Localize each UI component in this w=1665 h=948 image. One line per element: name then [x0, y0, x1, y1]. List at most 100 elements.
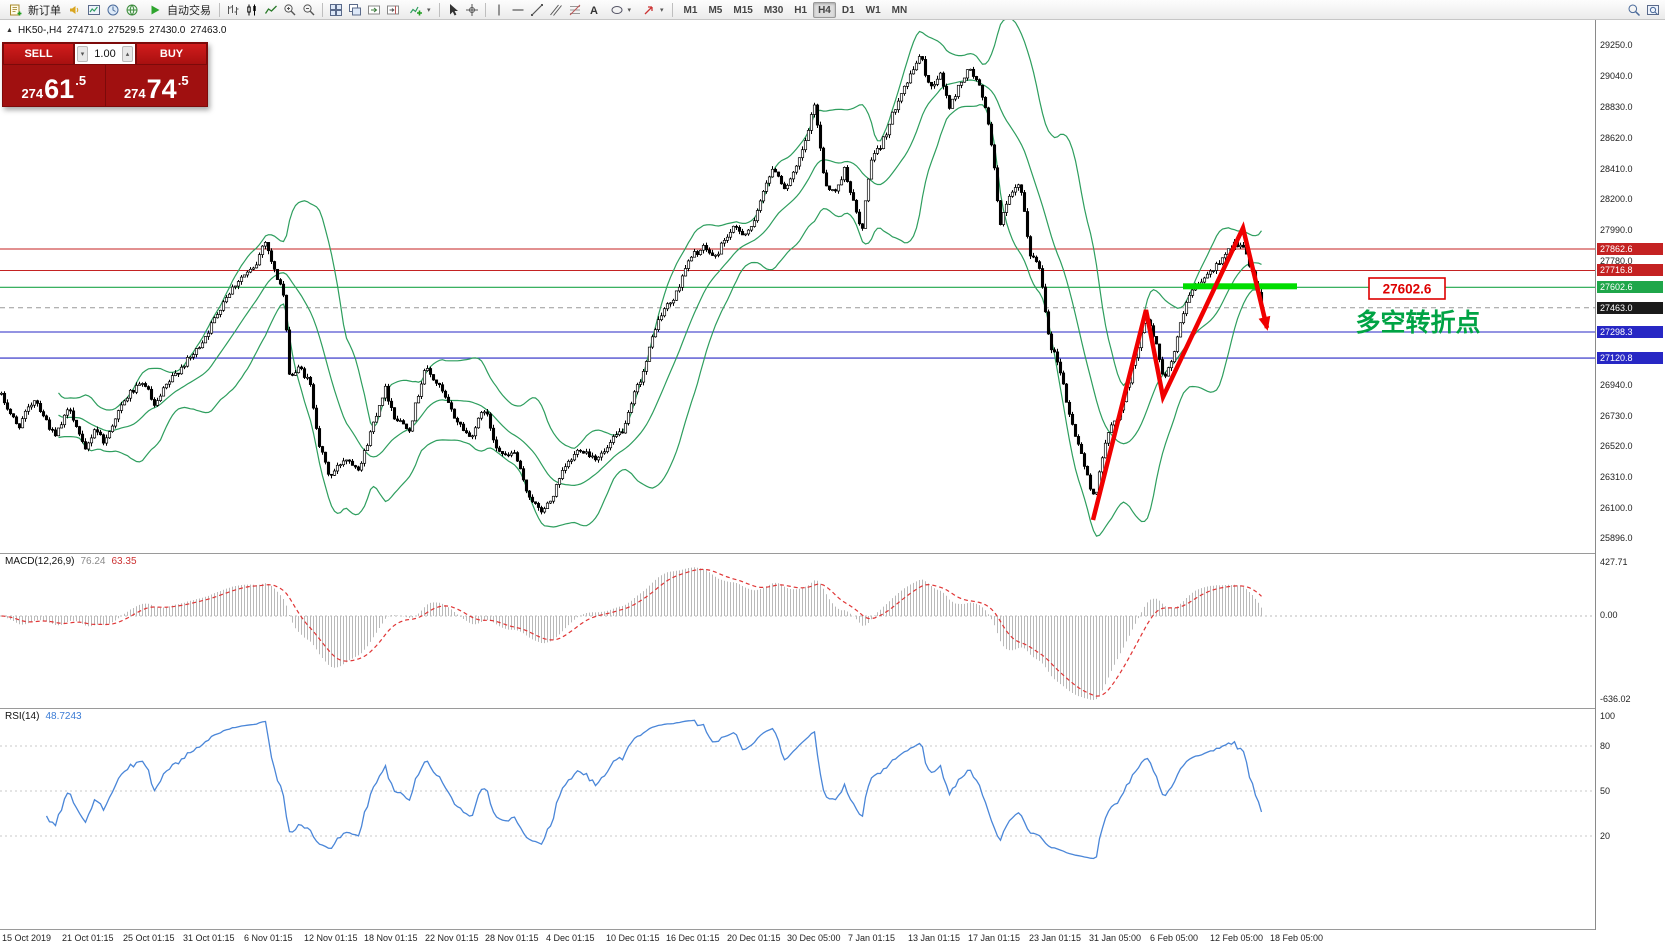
- time-axis[interactable]: 15 Oct 2019 21 Oct 01:15 25 Oct 01:15 31 Oc…: [0, 930, 1665, 948]
- fibonacci-tool-icon[interactable]: [566, 1, 584, 19]
- collapse-icon[interactable]: ▲: [6, 27, 13, 34]
- sell-price[interactable]: 274 61.5: [21, 73, 87, 105]
- channel-tool-icon[interactable]: [547, 1, 565, 19]
- price-axis[interactable]: 29250.0 29040.0 28830.0 28620.0 28410.0 28200…: [1595, 20, 1665, 930]
- low-value: 27430.0: [149, 25, 186, 36]
- time-tick: 21 Oct 01:15: [62, 933, 114, 943]
- navigator-icon[interactable]: [123, 1, 141, 19]
- tf-w1-button[interactable]: W1: [865, 4, 881, 16]
- price-tick: 26940.0: [1600, 380, 1633, 390]
- time-tick: 31 Jan 05:00: [1089, 933, 1142, 943]
- arrows-tool-button[interactable]: [636, 1, 668, 19]
- chart-shift-icon[interactable]: [384, 1, 402, 19]
- macd-axis-label: 427.71: [1600, 557, 1628, 567]
- rsi-axis-label: 50: [1600, 786, 1611, 796]
- tf-h4-button[interactable]: H4: [813, 1, 836, 18]
- buy-button[interactable]: BUY: [136, 43, 207, 65]
- new-order-icon: [7, 1, 25, 19]
- time-tick: 12 Feb 05:00: [1210, 933, 1264, 943]
- volume-decrease-button[interactable]: [77, 46, 88, 62]
- chart-search-icon[interactable]: [1644, 1, 1662, 19]
- tf-d1-button[interactable]: D1: [841, 4, 855, 16]
- time-tick: 28 Nov 01:15: [485, 933, 539, 943]
- price-tick: 29250.0: [1600, 40, 1633, 50]
- new-order-label: 新订单: [28, 4, 61, 17]
- high-value: 27529.5: [108, 25, 145, 36]
- time-tick: 30 Dec 05:00: [787, 933, 841, 943]
- shapes-tool-icon: [608, 1, 626, 19]
- svg-text:27602.6: 27602.6: [1383, 282, 1432, 297]
- time-tick: 31 Oct 01:15: [183, 933, 235, 943]
- current-price-tag: 27463.0: [1597, 302, 1663, 314]
- buy-price[interactable]: 274 74.5: [104, 65, 208, 106]
- speaker-icon[interactable]: [66, 1, 84, 19]
- price-chart[interactable]: 27602.6 多空转折点: [0, 20, 1595, 553]
- autotrade-button[interactable]: 自动交易: [142, 1, 215, 19]
- search-icon[interactable]: [1625, 1, 1643, 19]
- tile-windows-icon[interactable]: [327, 1, 345, 19]
- volume-increase-button[interactable]: [122, 46, 133, 62]
- price-line-tag: 27602.6: [1597, 281, 1663, 293]
- tf-m15-button[interactable]: M15: [733, 4, 753, 16]
- symbol-period-label: HK50-,H4: [17, 25, 62, 36]
- autotrade-play-icon: [146, 1, 164, 19]
- toolbar-separator: [438, 2, 440, 17]
- tf-m30-button[interactable]: M30: [763, 4, 784, 16]
- line-chart-type-icon[interactable]: [262, 1, 280, 19]
- close-value: 27463.0: [190, 25, 227, 36]
- tf-h1-button[interactable]: H1: [794, 4, 808, 16]
- indicators-button[interactable]: [403, 1, 435, 19]
- time-tick: 6 Feb 05:00: [1150, 933, 1199, 943]
- rsi-panel-separator[interactable]: [0, 708, 1665, 709]
- rsi-name: RSI(14): [5, 711, 40, 722]
- zoom-in-icon[interactable]: [281, 1, 299, 19]
- cursor-icon[interactable]: [444, 1, 462, 19]
- rsi-panel[interactable]: [0, 710, 1595, 929]
- macd-panel[interactable]: [0, 555, 1595, 708]
- tf-m1-button[interactable]: M1: [683, 4, 698, 16]
- shapes-tool-button[interactable]: [604, 1, 636, 19]
- price-line-tag: 27716.8: [1597, 264, 1663, 276]
- volume-value[interactable]: 1.00: [94, 48, 116, 60]
- sell-button[interactable]: SELL: [3, 43, 74, 65]
- price-tick: 28410.0: [1600, 164, 1633, 174]
- toolbar-separator: [484, 2, 486, 17]
- rsi-label: RSI(14) 48.7243: [5, 711, 82, 722]
- chart-ohlc-header: ▲ HK50-,H4 27471.0 27529.5 27430.0 27463…: [6, 25, 226, 36]
- time-axis-separator: [0, 929, 1665, 930]
- auto-scroll-icon[interactable]: [365, 1, 383, 19]
- price-line-tag: 27862.6: [1597, 243, 1663, 255]
- price-tick: 26730.0: [1600, 411, 1633, 421]
- vertical-line-tool-icon[interactable]: [490, 1, 508, 19]
- rsi-axis-label: 80: [1600, 741, 1611, 751]
- macd-axis-label: 0.00: [1600, 610, 1618, 620]
- toolbar: 新订单 自动交易: [0, 0, 1665, 20]
- time-tick: 22 Nov 01:15: [425, 933, 479, 943]
- price-tick: 26100.0: [1600, 503, 1633, 513]
- zoom-out-icon[interactable]: [300, 1, 318, 19]
- dropdown-caret-icon: [628, 6, 632, 14]
- bar-chart-type-icon[interactable]: [224, 1, 242, 19]
- rsi-axis-label: 100: [1600, 711, 1616, 721]
- tf-mn-button[interactable]: MN: [891, 4, 908, 16]
- tf-m5-button[interactable]: M5: [708, 4, 723, 16]
- price-tick: 28620.0: [1600, 133, 1633, 143]
- chart-window-icon[interactable]: [85, 1, 103, 19]
- new-order-button[interactable]: 新订单: [3, 1, 65, 19]
- horizontal-line-tool-icon[interactable]: [509, 1, 527, 19]
- cascade-windows-icon[interactable]: [346, 1, 364, 19]
- trendline-tool-icon[interactable]: [528, 1, 546, 19]
- crosshair-icon[interactable]: [463, 1, 481, 19]
- price-tick: 29040.0: [1600, 71, 1633, 81]
- candlestick-type-icon[interactable]: [243, 1, 261, 19]
- text-tool-icon[interactable]: A: [585, 1, 603, 19]
- time-tick: 7 Jan 01:15: [848, 933, 896, 943]
- macd-panel-separator[interactable]: [0, 553, 1665, 554]
- volume-field[interactable]: 1.00: [74, 43, 136, 65]
- time-tick: 18 Feb 05:00: [1270, 933, 1324, 943]
- rsi-value: 48.7243: [45, 711, 82, 722]
- time-tick: 15 Oct 2019: [2, 933, 52, 943]
- market-watch-icon[interactable]: [104, 1, 122, 19]
- toolbar-separator: [671, 2, 673, 17]
